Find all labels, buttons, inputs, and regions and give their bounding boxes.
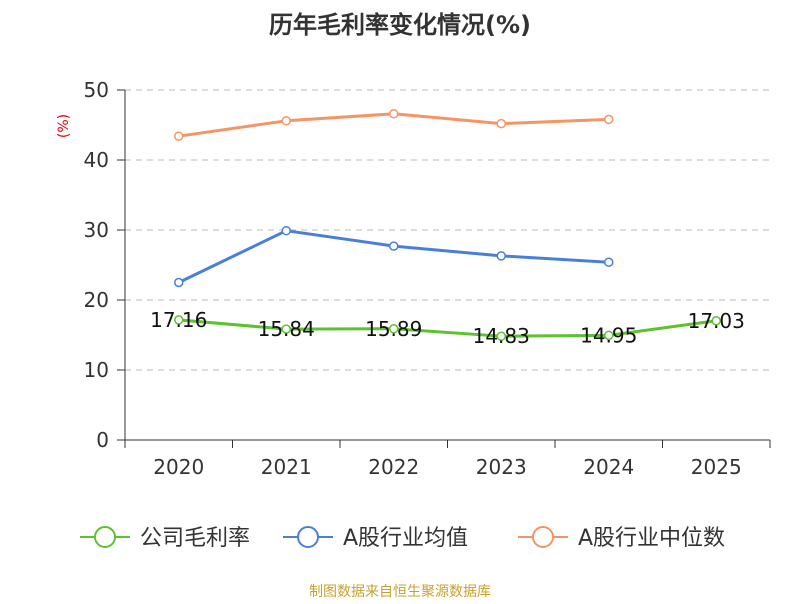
- legend: 公司毛利率 A股行业均值 A股行业中位数: [80, 526, 725, 551]
- data-point: [174, 277, 184, 288]
- data-labels: 17.16 15.84 15.89 14.83 14.95 17.03: [150, 308, 745, 348]
- data-label: 17.03: [688, 309, 745, 333]
- legend-swatch-marker: [297, 526, 319, 548]
- data-point: [174, 131, 184, 141]
- y-tick-label: 10: [84, 358, 109, 382]
- chart-title: 历年毛利率变化情况(%): [269, 11, 531, 39]
- legend-label: A股行业均值: [343, 526, 468, 551]
- x-tick-label: 2020: [153, 455, 204, 479]
- data-point: [711, 316, 721, 326]
- legend-swatch-marker: [94, 526, 116, 548]
- y-tick-label: 30: [84, 218, 109, 242]
- data-label: 14.83: [473, 324, 530, 348]
- data-point: [389, 241, 399, 251]
- data-point: [604, 257, 614, 267]
- series-line: [178, 229, 609, 284]
- x-tick-label: 2021: [261, 455, 312, 479]
- data-point: [604, 114, 614, 125]
- data-label: 17.16: [150, 308, 207, 332]
- data-point: [496, 331, 506, 341]
- data-point: [604, 330, 614, 341]
- data-point: [281, 225, 291, 236]
- x-tick-label: 2025: [691, 455, 742, 479]
- data-point: [496, 118, 506, 129]
- data-point: [496, 251, 506, 261]
- y-tick-label: 50: [84, 78, 109, 102]
- grid-lines: [125, 89, 770, 371]
- y-tick-label: 40: [84, 148, 109, 172]
- data-label: 15.89: [365, 317, 422, 341]
- data-label: 15.84: [258, 317, 315, 341]
- legend-label: A股行业中位数: [578, 526, 725, 551]
- x-tick-label: 2024: [583, 455, 634, 479]
- data-point: [281, 324, 291, 334]
- y-axis-label: (%): [56, 114, 72, 138]
- series-line: [178, 318, 717, 338]
- data-point: [281, 116, 291, 126]
- source-footer: 制图数据来自恒生聚源数据库: [309, 584, 491, 600]
- data-label: 14.95: [580, 323, 637, 347]
- y-tick-label: 0: [96, 428, 109, 452]
- legend-swatch-marker: [532, 526, 554, 548]
- series-layer: [174, 109, 721, 341]
- y-tick-label: 20: [84, 288, 109, 312]
- axes: 0 10 20 30 40 50 2020 2021 2022 2023 2024 2025: [84, 78, 771, 479]
- data-point: [174, 315, 184, 325]
- x-tick-label: 2022: [368, 455, 419, 479]
- x-tick-label: 2023: [476, 455, 527, 479]
- data-point: [389, 109, 399, 119]
- legend-label: 公司毛利率: [140, 526, 250, 551]
- data-point: [389, 324, 399, 334]
